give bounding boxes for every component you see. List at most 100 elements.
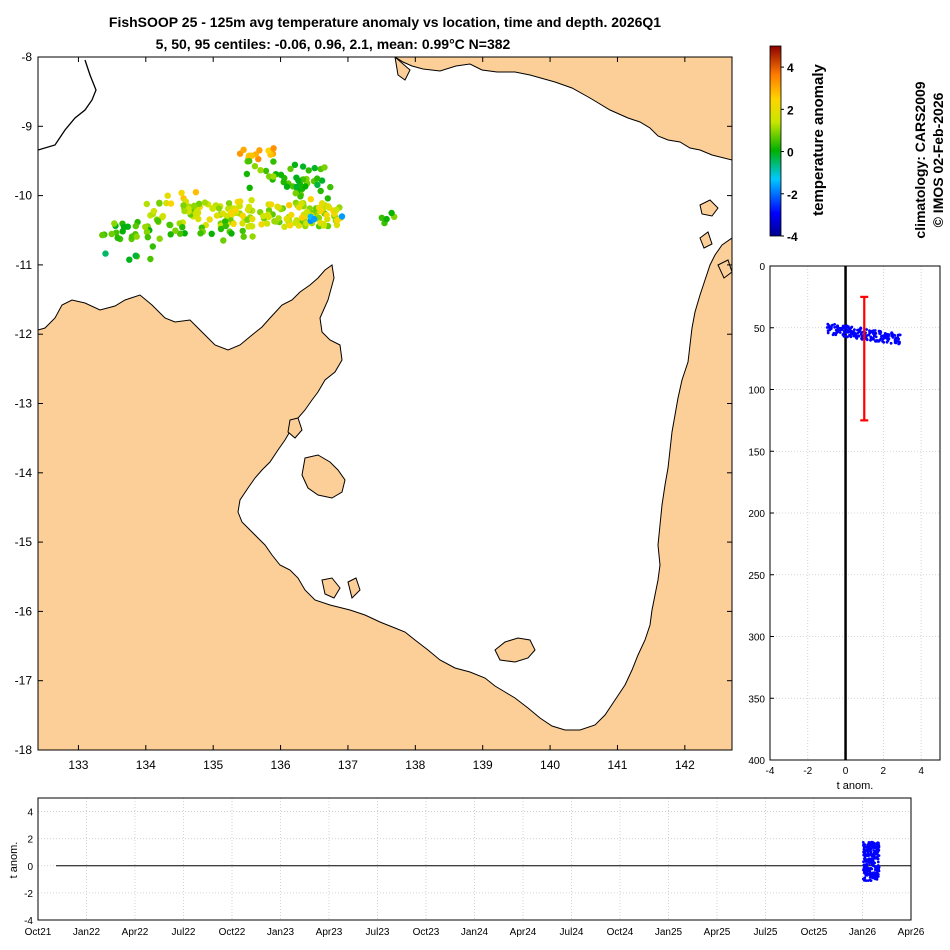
ts-xtick-label: Oct21	[25, 927, 52, 938]
map-point	[270, 145, 277, 152]
map-point	[197, 230, 204, 237]
ts-point	[865, 862, 869, 866]
map-point	[239, 220, 246, 227]
depth-point	[826, 331, 830, 335]
ts-point	[876, 860, 880, 864]
map-point	[132, 252, 139, 259]
map-point	[219, 210, 227, 217]
land-groote	[301, 454, 346, 499]
depth-point	[844, 325, 848, 328]
ts-xtick-label: Jul23	[366, 927, 390, 938]
ts-point	[862, 860, 865, 864]
land-arnhem	[38, 237, 732, 750]
depth-point	[842, 324, 845, 328]
depth-point	[855, 337, 859, 340]
map-point	[320, 222, 327, 229]
timeseries-ylabel: t anom.	[8, 842, 20, 879]
depth-point	[867, 333, 870, 337]
ts-ytick-label: -2	[24, 889, 33, 900]
map-point	[325, 204, 333, 211]
map-point	[239, 227, 246, 235]
map-point	[176, 230, 184, 237]
map-point	[333, 206, 340, 213]
ts-point	[863, 863, 866, 867]
map-xtick-label: 142	[675, 758, 695, 772]
depth-xtick-label: 4	[918, 766, 924, 777]
map-xtick-label: 136	[271, 758, 291, 772]
ts-point	[865, 854, 869, 857]
map-point	[299, 163, 307, 170]
ts-xtick-label: Oct23	[413, 927, 440, 938]
map-point	[283, 183, 291, 190]
map-ytick-label: -17	[15, 674, 33, 688]
map-point	[244, 216, 251, 223]
map-point	[222, 222, 229, 230]
ts-point	[877, 854, 881, 857]
ts-point	[875, 873, 879, 877]
ts-xtick-label: Jan23	[267, 927, 295, 938]
depth-xlabel: t anom.	[837, 780, 874, 792]
colorbar-gradient	[769, 45, 782, 237]
depth-ytick-label: 350	[748, 694, 765, 705]
ts-point	[863, 857, 866, 861]
ts-point	[872, 856, 876, 860]
land-mornington	[494, 637, 536, 663]
depth-point	[886, 337, 890, 340]
depth-point	[856, 332, 859, 335]
ts-point	[868, 876, 872, 879]
ts-point	[872, 849, 876, 852]
map-point	[181, 230, 188, 237]
depth-ytick-label: 400	[748, 756, 765, 767]
ts-xtick-label: Jan24	[461, 927, 489, 938]
map-point	[163, 199, 170, 207]
depth-ytick-label: 50	[754, 324, 766, 335]
ts-point	[863, 852, 866, 856]
ts-point	[865, 869, 869, 873]
map-point	[277, 171, 285, 178]
map-point	[302, 183, 309, 190]
ts-xtick-label: Oct25	[801, 927, 828, 938]
depth-point	[884, 333, 887, 336]
land-png-tip	[394, 57, 411, 81]
depth-axis-ticks: -4 -2 0 2 4 0 50 100 150 200 250 300 350 400	[748, 262, 924, 777]
map-point	[172, 227, 179, 234]
ts-xtick-label: Oct22	[219, 927, 246, 938]
ts-point	[876, 850, 880, 854]
map-point	[249, 215, 256, 223]
map-point	[270, 173, 277, 180]
ts-xtick-label: Apr26	[898, 927, 925, 938]
colorbar: 4 2 0 -2 -4 temperature anomaly	[769, 45, 827, 244]
map-point	[281, 223, 288, 230]
ts-xtick-label: Apr22	[122, 927, 149, 938]
map-point	[257, 167, 264, 174]
map-ytick-label: -13	[15, 397, 33, 411]
map-point	[275, 215, 282, 222]
depth-ytick-label: 200	[748, 509, 765, 520]
map-point	[191, 202, 198, 209]
colorbar-tick-label: 2	[787, 103, 794, 117]
ts-point	[862, 867, 866, 871]
map-point	[299, 176, 307, 183]
map-point	[280, 178, 287, 186]
climatology-credit: climatology: CARS2009	[912, 81, 928, 238]
ts-point	[871, 873, 875, 877]
ts-point	[872, 845, 875, 849]
ts-xtick-label: Oct24	[607, 927, 634, 938]
map-point	[245, 203, 253, 211]
depth-ytick-label: 100	[748, 386, 765, 397]
depth-point	[828, 328, 832, 332]
imos-credit: © IMOS 02-Feb-2026	[930, 92, 946, 227]
ts-xtick-label: Jan25	[655, 927, 683, 938]
map-point	[133, 233, 140, 240]
map-point	[295, 204, 303, 211]
map-point	[263, 220, 271, 227]
depth-point	[896, 333, 900, 337]
ts-point	[877, 844, 881, 847]
depth-point	[890, 332, 894, 336]
map-xtick-label: 139	[473, 758, 493, 772]
map-point	[262, 167, 270, 175]
ts-xtick-label: Apr23	[316, 927, 343, 938]
map-point	[128, 233, 136, 240]
map-axis-ticks: 133 134 135 136 137 138 139 140 141 142 -8 -9 -10 -11…	[15, 50, 732, 772]
map-point	[215, 205, 223, 212]
